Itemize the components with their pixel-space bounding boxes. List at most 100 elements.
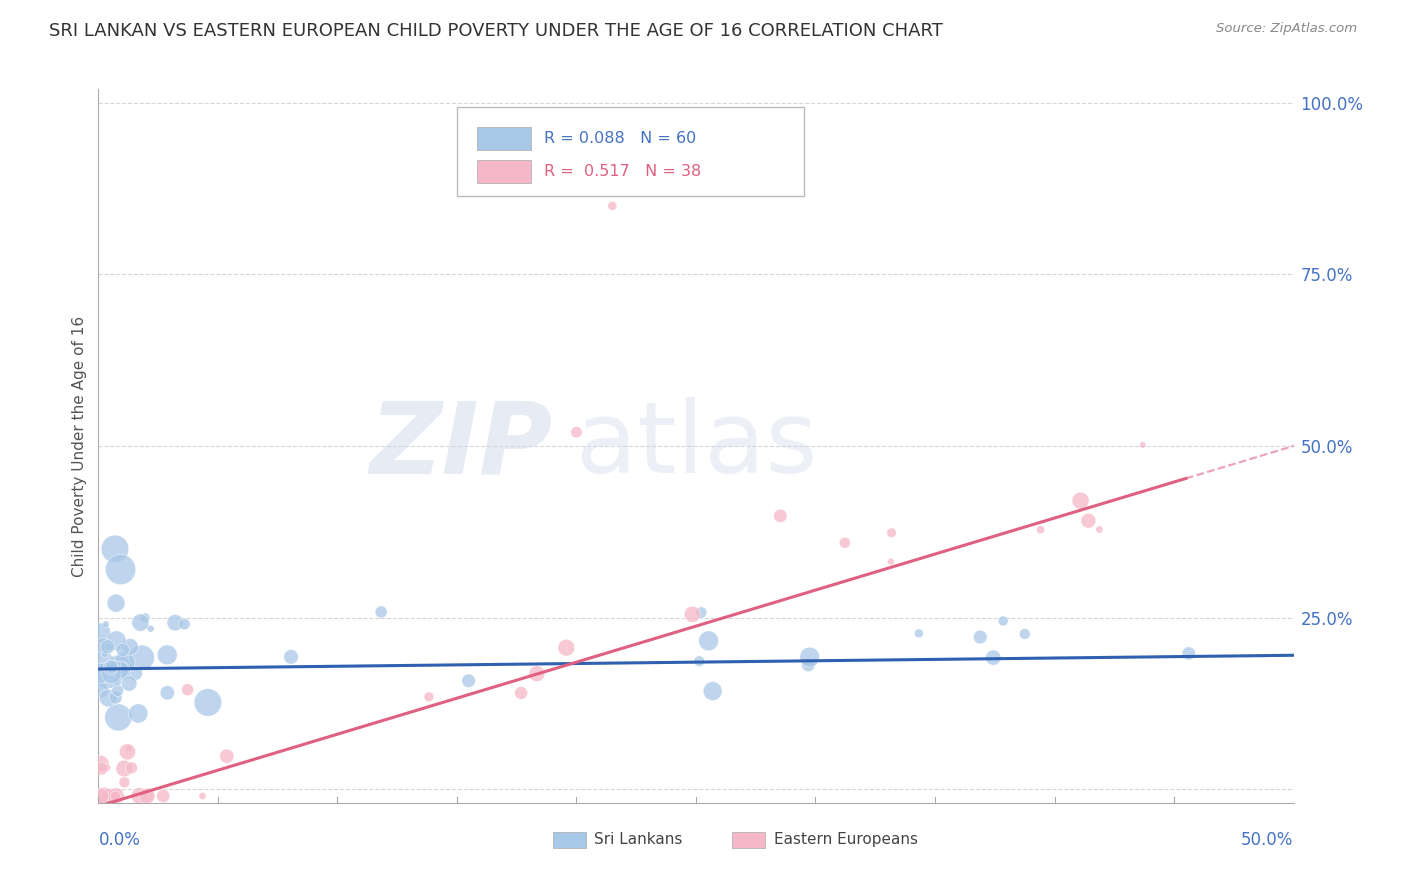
Point: [98, 640, 121, 654]
Point: [114, 655, 136, 669]
Point: [173, 617, 195, 632]
Text: R = 0.088   N = 60: R = 0.088 N = 60: [544, 131, 696, 145]
Point: [370, 605, 392, 619]
Point: [1177, 647, 1199, 661]
Point: [1077, 514, 1099, 528]
Text: Eastern Europeans: Eastern Europeans: [773, 832, 918, 847]
Point: [688, 654, 710, 668]
Point: [834, 535, 856, 549]
Point: [91, 638, 114, 652]
Point: [797, 657, 820, 672]
Point: [97, 691, 120, 706]
Point: [139, 622, 162, 636]
Point: [112, 761, 135, 775]
Point: [128, 789, 150, 803]
Point: [1070, 493, 1092, 508]
Point: [120, 660, 142, 674]
Point: [100, 660, 122, 674]
Point: [93, 789, 115, 803]
Point: [191, 789, 214, 803]
Point: [104, 541, 127, 556]
Point: [100, 660, 122, 674]
Point: [96, 761, 118, 775]
Point: [152, 789, 174, 803]
Point: [418, 690, 440, 704]
Point: [799, 650, 821, 665]
FancyBboxPatch shape: [553, 832, 586, 847]
Point: [90, 762, 112, 776]
Point: [94, 617, 117, 632]
Point: [969, 630, 991, 644]
Point: [91, 789, 114, 803]
Point: [104, 789, 127, 803]
FancyBboxPatch shape: [457, 107, 804, 196]
Point: [90, 656, 112, 670]
Text: Source: ZipAtlas.com: Source: ZipAtlas.com: [1216, 22, 1357, 36]
Point: [1088, 523, 1111, 537]
Point: [1014, 627, 1036, 641]
Point: [105, 789, 128, 803]
Point: [101, 664, 124, 678]
Point: [108, 664, 131, 678]
Point: [110, 664, 132, 678]
Point: [565, 425, 588, 440]
Point: [981, 650, 1004, 665]
Point: [90, 625, 112, 640]
Point: [105, 674, 128, 689]
Point: [107, 710, 129, 724]
Point: [104, 690, 127, 705]
Point: [100, 666, 122, 681]
Point: [215, 749, 238, 764]
Point: [510, 686, 533, 700]
Point: [156, 648, 179, 662]
Point: [136, 789, 159, 803]
Point: [103, 789, 125, 803]
Point: [111, 643, 134, 657]
Point: [94, 647, 117, 661]
Point: [105, 633, 128, 648]
Text: ZIP: ZIP: [370, 398, 553, 494]
Point: [280, 649, 302, 664]
Point: [118, 741, 141, 756]
Point: [90, 756, 112, 771]
Text: 50.0%: 50.0%: [1241, 831, 1294, 849]
Point: [124, 666, 146, 681]
Point: [117, 745, 139, 759]
Point: [101, 669, 124, 683]
Point: [90, 682, 112, 697]
Point: [555, 640, 578, 655]
Point: [136, 789, 159, 803]
Point: [105, 596, 128, 610]
Point: [121, 761, 143, 775]
Point: [880, 555, 903, 569]
Point: [90, 789, 112, 803]
FancyBboxPatch shape: [733, 832, 765, 847]
Point: [602, 199, 624, 213]
Point: [156, 686, 179, 700]
Point: [134, 611, 156, 625]
Point: [991, 614, 1014, 628]
Point: [112, 775, 135, 789]
Point: [681, 607, 703, 622]
Text: 0.0%: 0.0%: [98, 831, 141, 849]
Point: [127, 706, 149, 721]
Point: [176, 682, 198, 697]
Text: atlas: atlas: [576, 398, 818, 494]
Point: [457, 673, 479, 688]
Y-axis label: Child Poverty Under the Age of 16: Child Poverty Under the Age of 16: [72, 316, 87, 576]
Point: [107, 683, 129, 698]
Point: [526, 666, 548, 681]
Point: [690, 606, 713, 620]
Point: [120, 640, 142, 654]
Point: [697, 633, 720, 648]
Point: [104, 658, 127, 673]
Point: [107, 661, 129, 675]
Point: [118, 676, 141, 690]
Point: [908, 626, 931, 640]
FancyBboxPatch shape: [477, 160, 531, 183]
Point: [131, 650, 153, 665]
Point: [97, 640, 120, 654]
Point: [90, 666, 112, 681]
Point: [702, 684, 724, 698]
Point: [1029, 523, 1052, 537]
